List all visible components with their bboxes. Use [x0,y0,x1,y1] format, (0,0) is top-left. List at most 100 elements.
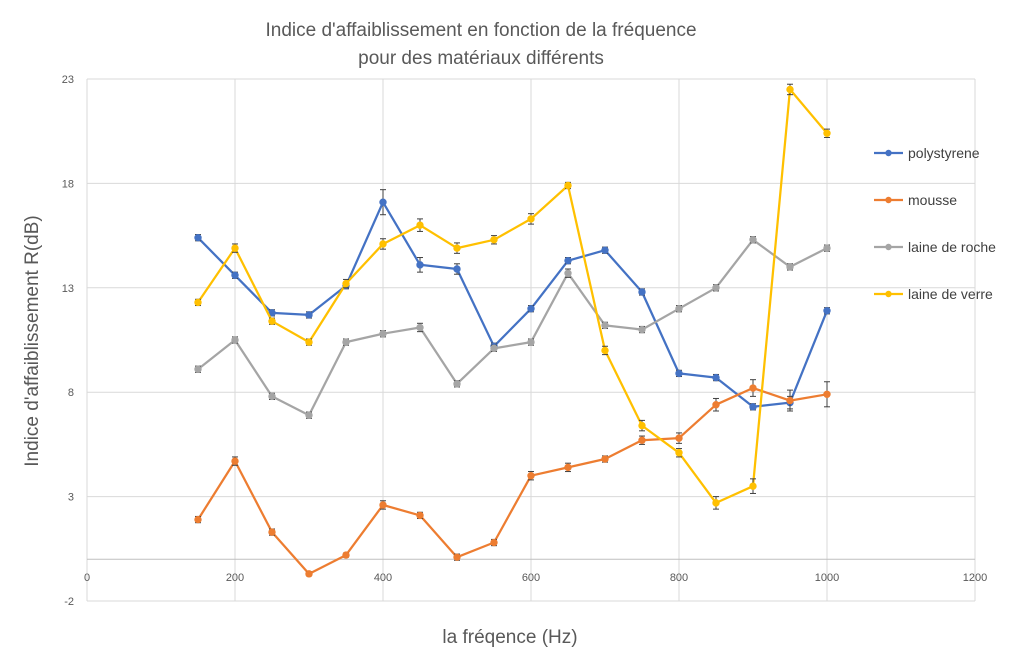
data-point [564,269,572,277]
data-point [416,221,424,229]
series-laine-de-roche [194,236,831,419]
data-point [379,501,387,509]
series-line [197,201,829,408]
data-point [305,411,313,419]
series-laine-de-verre [194,83,831,510]
legend-swatch-marker [885,196,892,204]
x-tick-label: 1000 [815,572,839,584]
legend-swatch-marker [885,243,892,251]
x-tick-label: 1200 [963,572,987,584]
data-point [453,553,461,561]
data-point [268,317,276,325]
data-point [712,401,720,409]
data-point [379,198,387,206]
data-point [638,421,646,430]
data-point [416,261,424,269]
x-axis-title: la fréqence (Hz) [442,627,577,648]
legend-swatch-marker [885,290,892,298]
y-tick-label: -2 [64,596,74,608]
data-point [231,457,239,465]
series-line [197,88,828,505]
data-point [453,265,461,273]
data-point [638,325,646,334]
data-point [823,244,831,252]
data-point [786,85,794,94]
data-point [601,246,609,254]
data-point [823,390,831,398]
data-point [194,515,202,524]
legend-swatch-marker [885,149,892,157]
plot-area [194,83,831,578]
y-tick-label: 13 [62,283,74,295]
data-point [231,336,239,344]
x-tick-label: 800 [670,572,688,584]
data-point [675,304,683,313]
data-point [786,263,794,271]
data-point [194,365,202,373]
data-point [564,181,572,190]
data-point [490,344,498,353]
legend-item: polystyrene [874,145,980,161]
data-point [305,311,313,319]
legend-label: polystyrene [908,145,980,161]
data-point [675,434,683,442]
legend-label: laine de roche [908,239,996,255]
data-point [638,288,646,296]
data-point [342,551,350,559]
data-point [527,304,535,313]
data-point [379,330,387,338]
data-point [453,380,461,388]
y-tick-label: 23 [62,74,74,86]
y-axis-title: Indice d'affaiblissement R(dB) [22,215,43,466]
data-point [453,244,461,252]
data-point [305,570,313,578]
data-point [342,338,350,346]
data-point [231,271,239,279]
y-tick-label: 8 [68,387,74,399]
data-point [749,403,757,411]
data-point [527,215,535,223]
chart-title-line-2: pour des matériaux différents [358,48,604,69]
x-tick-label: 600 [522,572,540,584]
data-point [601,346,609,355]
data-point [268,392,276,401]
legend-item: mousse [874,192,957,208]
data-point [786,396,794,405]
data-point [675,369,683,378]
data-point [749,482,757,490]
data-point [231,244,239,252]
data-point [712,499,720,507]
data-point [527,472,535,480]
data-point [638,436,646,444]
data-point [194,298,202,307]
data-point [823,129,831,137]
data-point [268,528,276,536]
series-line [197,386,828,576]
data-point [490,236,498,244]
data-point [601,321,609,330]
data-point [712,284,720,292]
tick-labels: 0 200 400 600 800 1000 1200 -2 3 8 13 18 23 [62,74,987,608]
data-point [342,279,350,288]
chart-title-line-1: Indice d'affaiblissement en fonction de … [265,20,696,41]
legend-label: laine de verre [908,286,993,302]
data-point [564,256,572,265]
data-point [490,538,498,547]
data-point [823,307,831,315]
data-point [379,240,387,248]
legend-item: laine de verre [874,286,993,302]
y-tick-label: 3 [68,492,74,504]
data-point [749,384,757,392]
data-point [564,463,572,472]
data-point [416,511,424,520]
data-point [712,373,720,382]
x-tick-label: 200 [226,572,244,584]
series-mousse [194,379,831,578]
data-point [305,338,313,346]
data-point [527,338,535,346]
data-point [749,236,757,244]
y-tick-label: 18 [62,178,74,190]
legend: polystyrene mousse laine de roche laine de … [874,145,996,302]
